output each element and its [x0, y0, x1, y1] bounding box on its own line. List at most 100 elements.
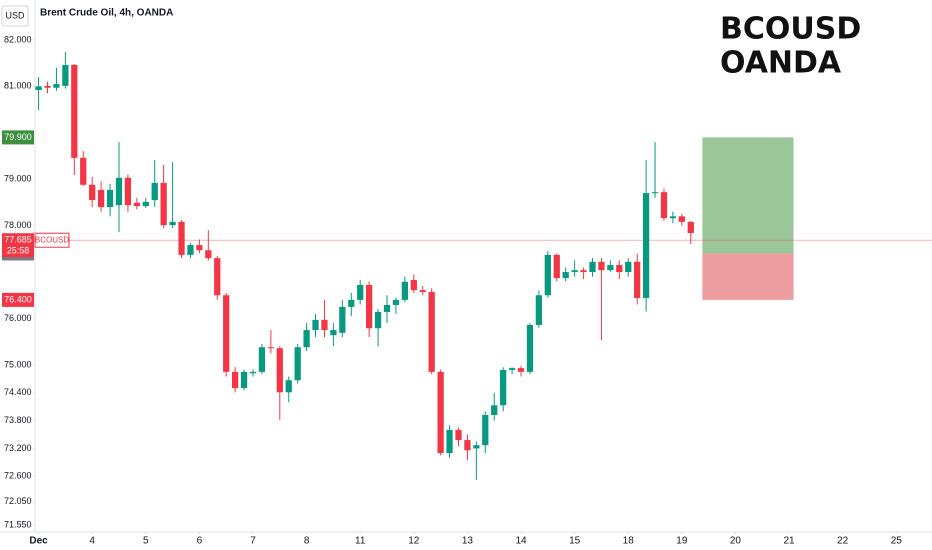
y-tick-label: 75.000: [4, 359, 32, 369]
candle-body: [500, 369, 507, 406]
x-tick-label: 22: [837, 536, 849, 547]
countdown: 25:58: [7, 246, 30, 256]
candle-body: [169, 221, 176, 226]
candle-body: [214, 258, 221, 296]
y-tick-label: 78.000: [4, 220, 32, 230]
candle-body: [535, 295, 543, 325]
candle-body: [374, 311, 382, 329]
candle-body: [589, 261, 596, 273]
candle-body: [71, 64, 78, 158]
x-tick-label: 12: [408, 536, 420, 547]
candle-body: [366, 285, 373, 329]
candle-body: [625, 261, 632, 273]
candle-body: [267, 347, 274, 349]
x-tick-label: 25: [891, 536, 903, 547]
candle-body: [53, 84, 60, 88]
candle-body: [160, 182, 167, 226]
candle-body: [196, 245, 203, 251]
candle-body: [223, 295, 230, 372]
candle-body: [491, 405, 498, 416]
x-tick-label: 14: [515, 536, 527, 547]
candle-body: [294, 347, 301, 381]
target-label-box: [2, 130, 34, 145]
candle-body: [446, 429, 453, 454]
candle-body: [232, 371, 239, 389]
candle-body: [473, 445, 480, 449]
candle-body: [339, 306, 346, 333]
candle-body: [133, 202, 140, 207]
candle-body: [249, 371, 257, 374]
candle-body: [258, 347, 266, 372]
candle-body: [642, 193, 650, 299]
loss-zone: [702, 253, 794, 300]
candle-body: [89, 184, 96, 201]
y-tick-label: 76.000: [4, 313, 32, 323]
candle-body: [616, 265, 623, 273]
x-tick-label: 4: [89, 536, 95, 547]
currency-box[interactable]: [1, 5, 29, 27]
candle-body: [571, 270, 578, 273]
candle-body: [437, 371, 444, 454]
candle-body: [383, 304, 391, 312]
last-price-label: 77.685: [4, 235, 32, 245]
x-tick-label: Dec: [29, 536, 48, 547]
candle-body: [115, 177, 123, 206]
x-tick-label: 19: [676, 536, 688, 547]
candle-body: [97, 189, 105, 208]
x-tick-label: 11: [355, 536, 366, 547]
currency[interactable]: USD: [5, 10, 25, 20]
candle-body: [669, 216, 677, 219]
profit-zone: [702, 137, 794, 254]
x-tick-label: 5: [143, 536, 149, 547]
last-price-box: [2, 233, 34, 258]
candle-body: [508, 368, 516, 370]
candle-body: [205, 250, 212, 259]
candle-body: [678, 216, 685, 222]
x-axis-band: [0, 532, 932, 550]
target-label: 79.900: [4, 132, 32, 142]
stop-label-box: [2, 292, 34, 307]
x-tick-label: 21: [783, 536, 795, 547]
stop-label: 76.400: [4, 294, 32, 304]
watermark: BCOUSD: [720, 12, 861, 47]
candle-body: [285, 380, 292, 393]
candle-body: [303, 330, 310, 348]
symbol-box: [34, 232, 70, 248]
candle-body: [410, 279, 417, 291]
y-tick-label: 82.000: [4, 34, 32, 44]
candle-body: [455, 429, 462, 441]
candle-body: [321, 319, 328, 331]
candle-body: [401, 281, 409, 300]
candle-body: [660, 192, 668, 219]
candle-body: [482, 415, 489, 446]
candle-body: [124, 177, 132, 206]
candle-body: [634, 261, 641, 299]
candle-body: [428, 291, 435, 372]
candle-body: [598, 261, 605, 271]
y-tick-label: 73.800: [4, 415, 32, 425]
y-tick-label: 71.550: [4, 519, 32, 529]
candle-body: [517, 368, 525, 372]
x-tick-label: 7: [250, 536, 256, 547]
candle-body: [330, 330, 337, 336]
x-tick-label: 18: [623, 536, 635, 547]
symbol-label: BCOUSD: [35, 235, 69, 244]
chart-title: Brent Crude Oil, 4h, OANDA: [40, 8, 173, 19]
x-tick-label: 13: [462, 536, 474, 547]
candle-body: [35, 86, 42, 91]
y-tick-label: 72.050: [4, 496, 32, 506]
x-tick-label: 6: [197, 536, 203, 547]
candle-body: [526, 324, 534, 372]
candle-body: [62, 64, 69, 86]
candle-body: [106, 189, 114, 208]
candle-body: [80, 157, 87, 185]
candle-body: [553, 254, 560, 279]
candle-body: [687, 221, 694, 234]
candle-body: [607, 265, 614, 271]
y-tick-label: 73.200: [4, 443, 32, 453]
y-tick-label: 74.400: [4, 387, 32, 397]
candle-body: [348, 299, 355, 307]
candle-body: [151, 182, 158, 201]
candle-body: [580, 270, 587, 273]
